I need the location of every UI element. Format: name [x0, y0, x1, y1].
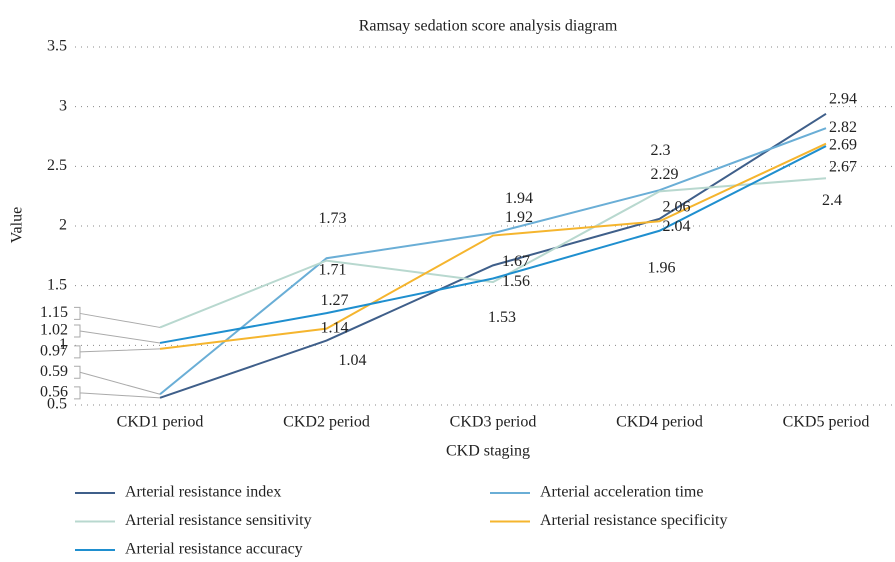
y-tick-label: 3.5	[47, 38, 67, 55]
data-label: 2.3	[651, 142, 671, 159]
x-tick-label: CKD1 period	[117, 414, 204, 431]
y-tick-label: 2.5	[47, 157, 67, 174]
label-bracket	[74, 345, 161, 359]
data-label: 1.92	[505, 209, 533, 226]
label-bracket	[74, 306, 161, 328]
data-label: 0.56	[40, 384, 68, 401]
data-label: 1.53	[488, 309, 516, 326]
data-label: 2.29	[651, 166, 679, 183]
data-label: 1.96	[648, 259, 676, 276]
x-axis-label: CKD staging	[446, 443, 530, 460]
x-tick-label: CKD3 period	[450, 414, 537, 431]
y-axis-label: Value	[9, 207, 26, 243]
series-line	[159, 177, 827, 329]
series-line	[159, 145, 827, 344]
chart-title: Ramsay sedation score analysis diagram	[359, 18, 618, 35]
label-bracket	[74, 365, 161, 395]
series-line	[159, 112, 827, 399]
legend-label: Arterial acceleration time	[540, 484, 703, 501]
x-tick-label: CKD5 period	[783, 414, 870, 431]
data-label: 2.4	[822, 192, 842, 209]
legend-label: Arterial resistance specificity	[540, 512, 727, 529]
data-label: 1.02	[40, 322, 68, 339]
x-tick-label: CKD2 period	[283, 414, 370, 431]
data-label: 2.06	[663, 199, 691, 216]
legend-label: Arterial resistance sensitivity	[125, 512, 312, 529]
legend-label: Arterial resistance accuracy	[125, 541, 303, 558]
data-label: 1.56	[502, 273, 530, 290]
data-label: 1.27	[321, 292, 349, 309]
data-label: 2.69	[829, 136, 857, 153]
data-label: 1.71	[319, 261, 347, 278]
y-tick-label: 2	[59, 217, 67, 234]
data-label: 1.67	[502, 253, 530, 270]
y-tick-label: 1	[59, 336, 67, 353]
data-label: 1.04	[339, 352, 367, 369]
legend-label: Arterial resistance index	[125, 484, 281, 501]
y-tick-label: 3	[59, 97, 67, 114]
data-label: 1.94	[505, 190, 533, 207]
x-tick-label: CKD4 period	[616, 414, 703, 431]
data-label: 1.14	[321, 319, 349, 336]
data-label: 1.73	[319, 210, 347, 227]
data-label: 2.82	[829, 119, 857, 136]
series-line	[159, 127, 827, 396]
data-label: 0.59	[40, 363, 68, 380]
data-label: 2.94	[829, 90, 857, 107]
label-bracket	[74, 386, 161, 400]
data-label: 0.97	[40, 343, 68, 360]
y-tick-label: 0.5	[47, 396, 67, 413]
y-tick-label: 1.5	[47, 276, 67, 293]
data-label: 1.15	[40, 304, 68, 321]
label-bracket	[74, 324, 161, 344]
series-line	[159, 142, 827, 350]
data-label: 2.67	[829, 159, 857, 176]
data-label: 2.04	[663, 218, 691, 235]
